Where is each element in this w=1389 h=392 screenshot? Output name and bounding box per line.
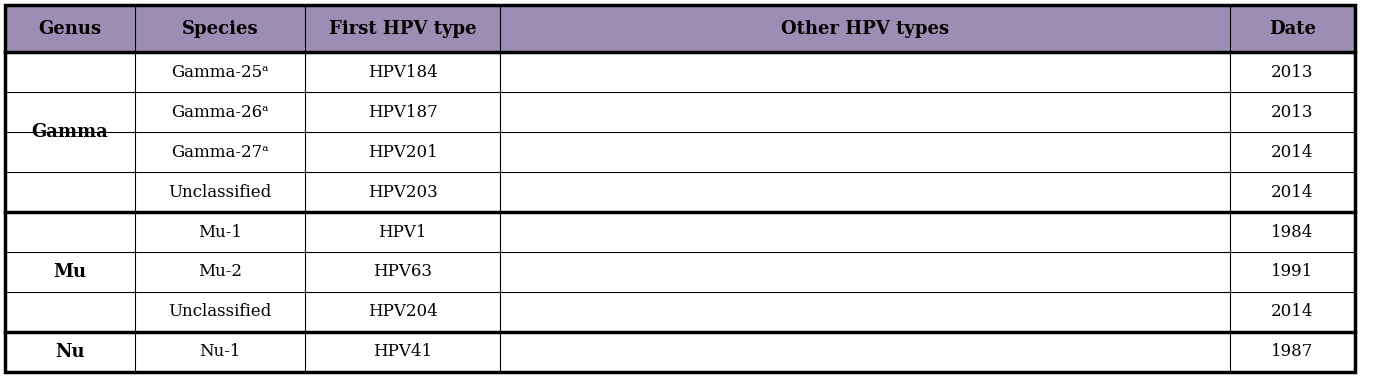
Text: First HPV type: First HPV type (329, 20, 476, 38)
Text: 1984: 1984 (1271, 223, 1314, 241)
Text: HPV201: HPV201 (368, 143, 438, 160)
Text: HPV204: HPV204 (368, 303, 438, 321)
Text: Unclassified: Unclassified (168, 303, 272, 321)
Text: Gamma-25ᵃ: Gamma-25ᵃ (171, 64, 268, 80)
Text: Nu: Nu (56, 343, 85, 361)
Bar (6, 52, 1356, 372)
Text: Species: Species (182, 20, 258, 38)
Text: HPV1: HPV1 (378, 223, 426, 241)
Text: Mu-2: Mu-2 (199, 263, 242, 281)
Text: 1987: 1987 (1271, 343, 1314, 361)
Text: Mu-1: Mu-1 (199, 223, 242, 241)
Text: Genus: Genus (39, 20, 101, 38)
Text: HPV63: HPV63 (374, 263, 432, 281)
Text: Gamma-27ᵃ: Gamma-27ᵃ (171, 143, 269, 160)
Text: Date: Date (1270, 20, 1315, 38)
Text: Mu: Mu (53, 263, 86, 281)
Text: HPV184: HPV184 (368, 64, 438, 80)
Text: Gamma: Gamma (32, 123, 108, 141)
Text: 2014: 2014 (1271, 303, 1314, 321)
Text: Nu-1: Nu-1 (199, 343, 240, 361)
Text: Unclassified: Unclassified (168, 183, 272, 200)
Text: 2013: 2013 (1271, 64, 1314, 80)
Text: 2014: 2014 (1271, 143, 1314, 160)
Text: HPV203: HPV203 (368, 183, 438, 200)
Text: 2013: 2013 (1271, 103, 1314, 120)
Bar (6, 5, 1356, 52)
Text: HPV41: HPV41 (372, 343, 432, 361)
Text: 1991: 1991 (1271, 263, 1314, 281)
Text: 2014: 2014 (1271, 183, 1314, 200)
Text: Gamma-26ᵃ: Gamma-26ᵃ (171, 103, 268, 120)
Text: HPV187: HPV187 (368, 103, 438, 120)
Text: Other HPV types: Other HPV types (781, 20, 949, 38)
